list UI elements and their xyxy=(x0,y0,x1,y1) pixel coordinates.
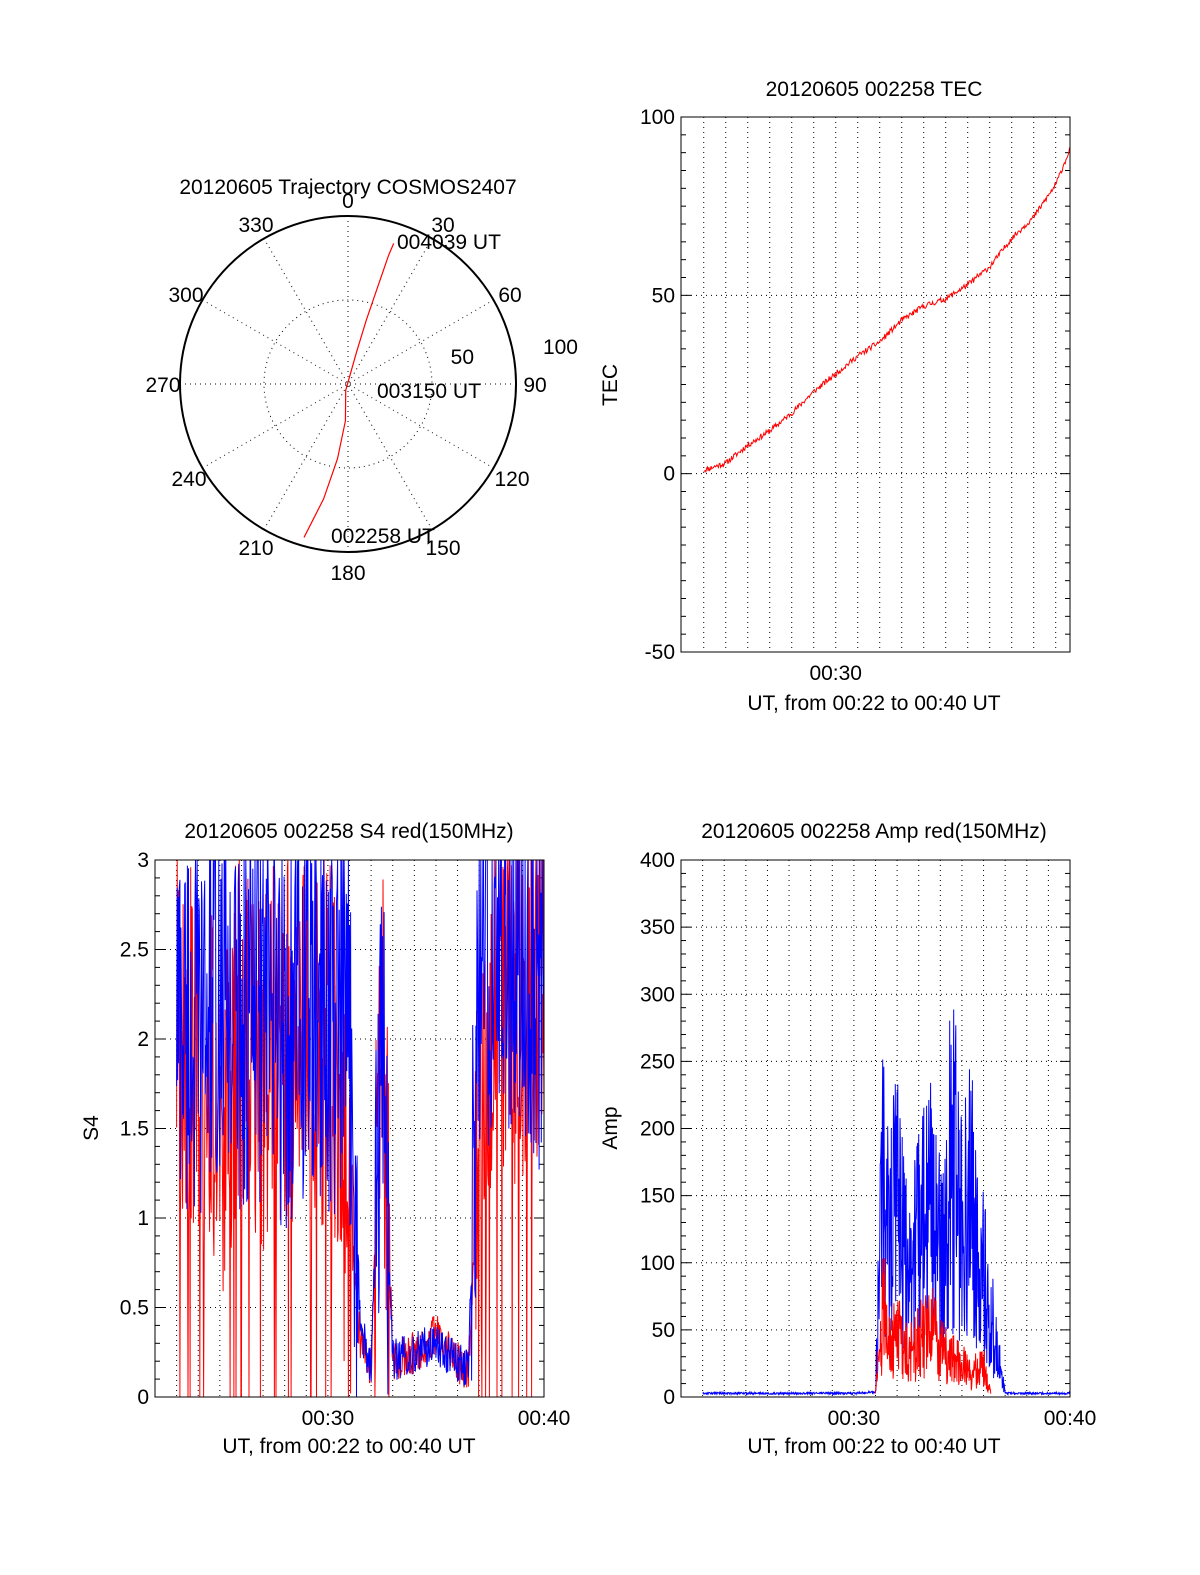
angle-label-90: 90 xyxy=(523,374,546,397)
s4-ytick-label: 1 xyxy=(137,1207,149,1230)
amp-line-red xyxy=(875,1257,992,1394)
polar-trajectory-panel: 20120605 Trajectory COSMOS2407 0 30 60 90 12… xyxy=(145,176,578,585)
polar-spoke xyxy=(263,238,433,530)
tec-axes-frame xyxy=(680,116,1071,653)
amp-panel: 20120605 002258 Amp red(150MHz) 400 350 30… xyxy=(599,820,1096,1458)
time-label-start: 002258 UT xyxy=(331,525,435,548)
polar-inner-circle xyxy=(263,299,433,469)
angle-label-210: 210 xyxy=(238,537,273,560)
tec-xlabel: UT, from 00:22 to 00:40 UT xyxy=(747,692,1000,715)
angle-label-300: 300 xyxy=(168,284,203,307)
s4-title: 20120605 002258 S4 red(150MHz) xyxy=(184,820,513,843)
s4-ytick-label: 0.5 xyxy=(120,1297,149,1320)
time-label-end: 004039 UT xyxy=(397,231,501,254)
tec-ytick-label: 50 xyxy=(652,284,675,307)
amp-xtick-label: 00:30 xyxy=(828,1407,881,1430)
tec-title: 20120605 002258 TEC xyxy=(766,78,983,101)
tec-series xyxy=(703,147,1071,474)
amp-axes-frame xyxy=(680,859,1071,1398)
s4-ytick-label: 2.5 xyxy=(120,939,149,962)
amp-ytick-label: 200 xyxy=(640,1118,675,1141)
polar-spoke xyxy=(202,299,494,469)
polar-series xyxy=(303,243,395,538)
tec-line-0 xyxy=(703,147,1071,474)
tec-ytick-label: -50 xyxy=(645,641,675,664)
amp-ytick-label: 100 xyxy=(640,1252,675,1275)
amp-ytick-label: 150 xyxy=(640,1185,675,1208)
angle-label-0: 0 xyxy=(342,190,354,213)
s4-ylabel: S4 xyxy=(80,1115,103,1141)
angle-label-30: 30 xyxy=(431,214,454,237)
polar-grid xyxy=(179,215,517,553)
polar-title: 20120605 Trajectory COSMOS2407 xyxy=(179,176,516,199)
amp-xlabel: UT, from 00:22 to 00:40 UT xyxy=(747,1435,1000,1458)
amp-title: 20120605 002258 Amp red(150MHz) xyxy=(701,820,1047,843)
amp-ytick-label: 0 xyxy=(663,1386,675,1409)
angle-label-60: 60 xyxy=(498,284,521,307)
s4-panel: 20120605 002258 S4 red(150MHz) 3 2.5 2 1.5 1… xyxy=(80,820,570,1458)
radial-label-100: 100 xyxy=(543,336,578,359)
angle-label-270: 270 xyxy=(145,374,180,397)
tec-ytick-label: 100 xyxy=(640,106,675,129)
s4-ytick-label: 0 xyxy=(137,1386,149,1409)
amp-y-tick-labels: 400 350 300 250 200 150 100 50 0 xyxy=(640,849,675,1409)
s4-ytick-label: 1.5 xyxy=(120,1118,149,1141)
tec-xtick-label: 00:30 xyxy=(809,662,862,685)
tec-y-tick-labels: 100 50 0 -50 xyxy=(640,106,675,664)
amp-x-tick-labels: 00:30 00:40 xyxy=(828,1407,1097,1430)
s4-xlabel: UT, from 00:22 to 00:40 UT xyxy=(222,1435,475,1458)
s4-line-blue xyxy=(176,859,545,1398)
amp-ytick-label: 350 xyxy=(640,916,675,939)
tec-ylabel: TEC xyxy=(599,364,622,406)
tec-panel: 20120605 002258 TEC 100 50 0 -50 00:30 UT, … xyxy=(599,78,1071,715)
polar-angle-labels: 0 30 60 90 120 150 180 210 240 270 300 330 xyxy=(145,190,546,585)
tec-ytick-label: 0 xyxy=(663,463,675,486)
s4-series xyxy=(176,859,545,1398)
amp-xtick-label: 00:40 xyxy=(1044,1407,1097,1430)
angle-label-330: 330 xyxy=(238,214,273,237)
amp-line-blue xyxy=(702,1009,1071,1397)
amp-ytick-label: 300 xyxy=(640,983,675,1006)
time-label-mid: 003150 UT xyxy=(377,380,481,403)
polar-spoke xyxy=(263,238,433,530)
s4-axes-frame xyxy=(154,859,545,1398)
amp-ylabel: Amp xyxy=(599,1106,622,1149)
trajectory-line-0 xyxy=(303,243,395,538)
angle-label-240: 240 xyxy=(171,468,206,491)
s4-xtick-label: 00:40 xyxy=(518,1407,571,1430)
s4-x-tick-labels: 00:30 00:40 xyxy=(302,1407,571,1430)
tec-grid xyxy=(681,116,1070,653)
amp-ytick-label: 50 xyxy=(652,1319,675,1342)
angle-label-150: 150 xyxy=(425,537,460,560)
angle-label-180: 180 xyxy=(330,562,365,585)
s4-xtick-label: 00:30 xyxy=(302,1407,355,1430)
amp-grid xyxy=(681,859,1070,1398)
angle-label-120: 120 xyxy=(494,468,529,491)
s4-ytick-label: 3 xyxy=(137,849,149,872)
tec-x-tick-labels: 00:30 xyxy=(809,662,862,685)
radial-label-50: 50 xyxy=(451,346,474,369)
amp-series xyxy=(702,1009,1071,1397)
polar-spoke xyxy=(202,299,494,469)
amp-ytick-label: 250 xyxy=(640,1050,675,1073)
amp-ytick-label: 400 xyxy=(640,849,675,872)
s4-ytick-label: 2 xyxy=(137,1028,149,1051)
s4-y-tick-labels: 3 2.5 2 1.5 1 0.5 0 xyxy=(120,849,149,1409)
